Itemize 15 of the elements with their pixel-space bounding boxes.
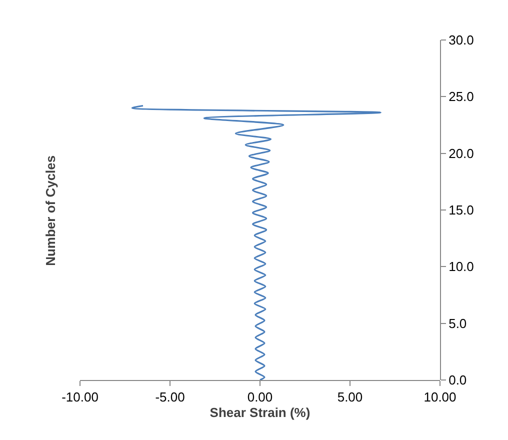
y-tick-label: 10.0 [448, 259, 474, 274]
y-tick-label: 30.0 [448, 32, 474, 48]
x-axis-title: Shear Strain (%) [210, 405, 310, 420]
x-tick-label: 10.00 [424, 390, 456, 405]
y-tick-label: 5.0 [448, 316, 467, 331]
y-tick-label: 0.0 [448, 372, 467, 388]
line-series [131, 104, 382, 380]
x-tick-label: 5.00 [337, 390, 363, 405]
y-tick-label: 15.0 [448, 202, 474, 218]
x-tick-label: -5.00 [155, 390, 185, 405]
x-tick-label: 0.00 [247, 390, 273, 405]
y-tick-label: 20.0 [448, 146, 474, 161]
y-tick-label: 25.0 [448, 89, 474, 104]
y-axis-title: Number of Cycles [42, 155, 58, 266]
x-tick-label: -10.00 [62, 390, 98, 405]
